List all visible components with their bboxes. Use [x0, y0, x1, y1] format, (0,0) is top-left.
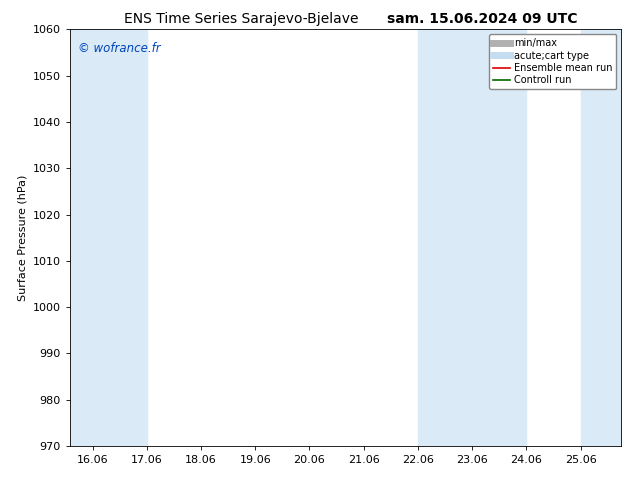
Text: ENS Time Series Sarajevo-Bjelave: ENS Time Series Sarajevo-Bjelave	[124, 12, 358, 26]
Text: sam. 15.06.2024 09 UTC: sam. 15.06.2024 09 UTC	[387, 12, 577, 26]
Legend: min/max, acute;cart type, Ensemble mean run, Controll run: min/max, acute;cart type, Ensemble mean …	[489, 34, 616, 89]
Bar	[70, 29, 146, 446]
Bar	[581, 29, 621, 446]
Text: © wofrance.fr: © wofrance.fr	[78, 42, 160, 55]
Y-axis label: Surface Pressure (hPa): Surface Pressure (hPa)	[17, 174, 27, 301]
Bar	[418, 29, 526, 446]
